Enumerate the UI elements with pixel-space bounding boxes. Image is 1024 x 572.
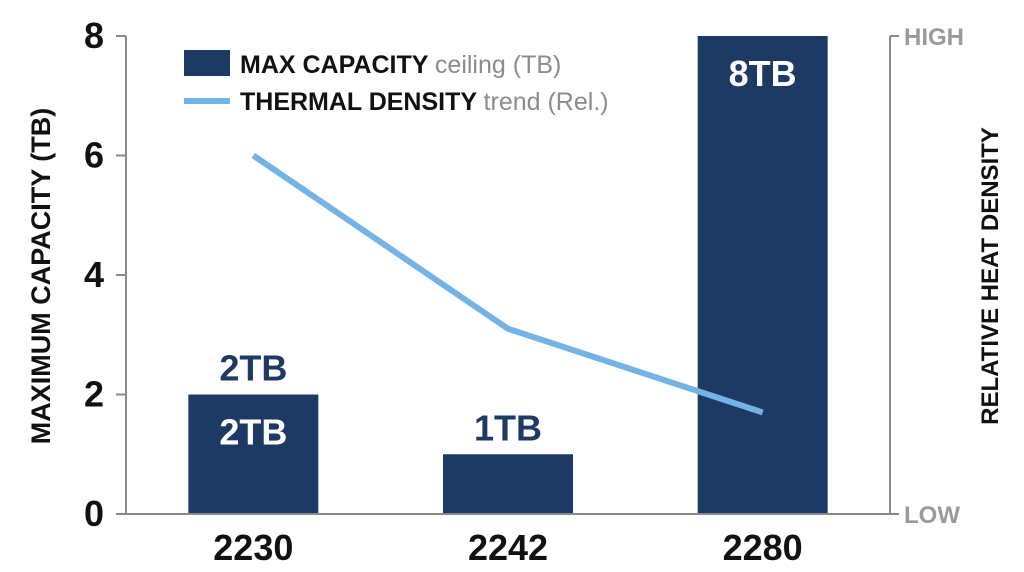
y-axis-title: MAXIMUM CAPACITY (TB) — [26, 108, 56, 444]
y-tick-label: 6 — [84, 135, 104, 176]
x-tick-label-2242: 2242 — [468, 527, 548, 568]
x-axis: 2230 2242 2280 — [126, 513, 890, 568]
capacity-bars: 2TB 1TB 8TB 2TB — [188, 36, 828, 514]
legend-entry-thermal: THERMAL DENSITY trend (Rel.) — [240, 88, 609, 116]
y2-tick-low: LOW — [904, 502, 960, 529]
bar-2280 — [697, 36, 828, 514]
bar-extra-label-2230: 2TB — [219, 348, 287, 389]
bar-2242 — [443, 454, 573, 514]
x-tick-label-2230: 2230 — [213, 527, 293, 568]
thermal-line-layer — [251, 153, 764, 416]
y-tick-label: 8 — [84, 15, 104, 56]
legend-entry-capacity: MAX CAPACITY ceiling (TB) — [240, 51, 561, 79]
y-tick-label: 4 — [84, 254, 104, 295]
legend: MAX CAPACITY ceiling (TB) THERMAL DENSITY… — [184, 50, 609, 116]
bar-label-2242: 1TB — [474, 407, 542, 448]
y2-tick-high: HIGH — [904, 24, 964, 51]
y-tick-label: 2 — [84, 374, 104, 415]
y-tick-label: 0 — [84, 493, 104, 534]
right-y-axis: HIGH LOW — [889, 24, 964, 529]
y2-axis-title: RELATIVE HEAT DENSITY — [977, 127, 1004, 425]
bar-label-2280: 8TB — [729, 53, 797, 94]
left-y-axis: 0 2 4 6 8 — [84, 15, 127, 534]
legend-swatch-capacity — [184, 50, 230, 76]
thermal-density-line — [251, 153, 764, 416]
x-tick-label-2280: 2280 — [723, 527, 803, 568]
bar-2230 — [188, 394, 319, 514]
bar-label-2230: 2TB — [219, 412, 287, 453]
